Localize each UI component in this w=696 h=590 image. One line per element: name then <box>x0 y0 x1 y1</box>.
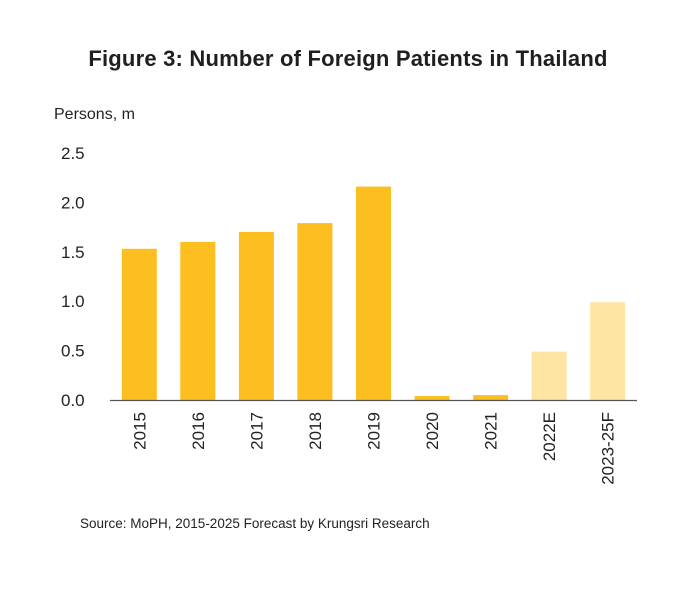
chart-title: Figure 3: Number of Foreign Patients in … <box>88 46 608 71</box>
x-tick-label: 2017 <box>247 412 266 450</box>
y-axis-label: Persons, m <box>54 106 135 123</box>
bar-2016 <box>180 241 216 400</box>
bar-2018 <box>297 223 333 400</box>
bar-2015 <box>121 248 157 400</box>
y-tick-label: 2.0 <box>61 193 85 212</box>
x-tick-label: 2019 <box>365 412 384 450</box>
x-tick-label: 2023-25F <box>599 412 618 485</box>
bar-2023-25F <box>590 302 626 400</box>
bar-2017 <box>238 232 274 400</box>
x-tick-label: 2018 <box>306 412 325 450</box>
y-tick-label: 1.5 <box>61 243 85 262</box>
y-tick-label: 1.0 <box>61 292 85 311</box>
bar-2021 <box>473 395 509 400</box>
bar-2022E <box>531 351 567 400</box>
x-tick-label: 2022E <box>540 412 559 461</box>
y-tick-label: 0.5 <box>61 342 85 361</box>
bar-2020 <box>414 396 450 400</box>
x-tick-label: 2016 <box>189 412 208 450</box>
source-note: Source: MoPH, 2015-2025 Forecast by Krun… <box>80 516 430 531</box>
y-tick-label: 0.0 <box>61 391 85 410</box>
x-tick-label: 2020 <box>423 412 442 450</box>
bar-2019 <box>356 186 391 400</box>
x-tick-label: 2021 <box>482 412 501 450</box>
x-tick-label: 2015 <box>130 412 149 450</box>
y-tick-label: 2.5 <box>61 144 85 163</box>
